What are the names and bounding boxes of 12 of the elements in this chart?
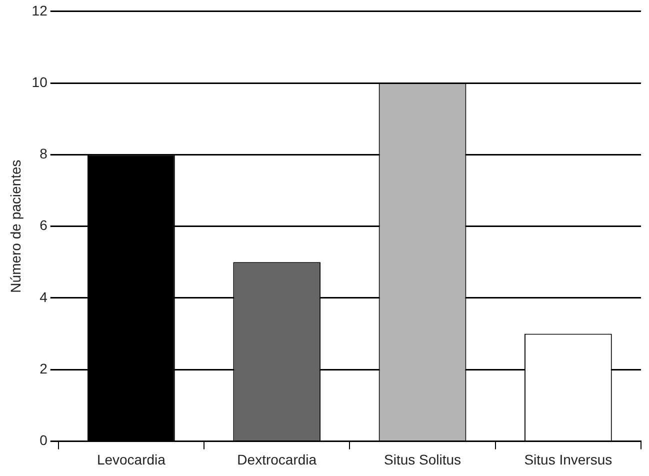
y-tick-label: 10 [32, 74, 48, 90]
y-tick-label: 2 [40, 360, 48, 376]
x-tick-label: Situs Inversus [524, 451, 612, 468]
y-tick-label: 8 [40, 146, 48, 162]
x-tick-label: Levocardia [96, 451, 166, 468]
y-tick-label: 6 [40, 217, 48, 234]
x-tick-label: Situs Solitus [384, 451, 462, 468]
y-tick-label: 0 [40, 432, 48, 448]
y-tick-label: 4 [40, 288, 48, 305]
y-axis-title: Número de pacientes [7, 160, 24, 293]
x-tick-label: Dextrocardia [237, 451, 317, 468]
y-tick-label: 12 [32, 2, 48, 18]
